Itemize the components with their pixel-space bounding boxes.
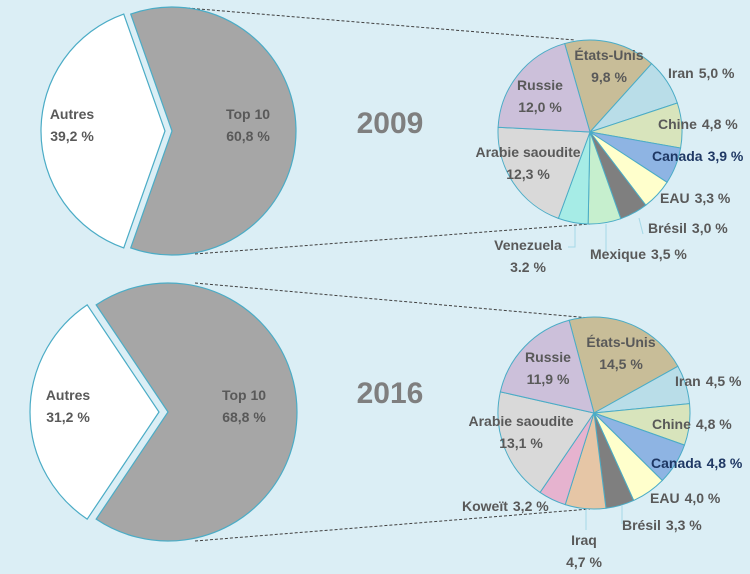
year-label: 2016 (357, 377, 424, 410)
connector-line (194, 508, 591, 542)
value-autres: 39,2 % (50, 128, 94, 144)
slice-value: 5,0 % (699, 65, 735, 81)
slice-value: 3,0 % (692, 220, 728, 236)
slice-label: Koweït (462, 498, 508, 514)
slice-label: Iran (668, 65, 694, 81)
slice-arabie-saoudite (497, 126, 591, 220)
slice-value: 14,5 % (599, 356, 643, 372)
slice-value: 12,3 % (506, 166, 550, 182)
slice-autres (29, 304, 160, 520)
slice-value: 9,8 % (591, 69, 627, 85)
year-label: 2009 (357, 107, 424, 140)
slice-label: États-Unis (574, 47, 643, 63)
slice-label: États-Unis (586, 334, 655, 350)
slice-value: 4,8 % (707, 455, 743, 471)
slice-autres (40, 13, 166, 249)
slice-russie (497, 42, 591, 133)
slice-label: EAU (650, 490, 680, 506)
slice-label: Venezuela (494, 237, 562, 253)
slice-value: 12,0 % (518, 99, 562, 115)
slice-label: Canada (652, 148, 703, 164)
leader-line (568, 226, 576, 248)
slice-label: Chine (652, 416, 691, 432)
slice-label: EAU (660, 190, 690, 206)
slice-label: Mexique (590, 246, 646, 262)
slice-top-10 (95, 282, 298, 542)
slice-value: 3,9 % (708, 148, 744, 164)
label-top-10: Top 10 (226, 106, 270, 122)
slice-value: 3,5 % (651, 246, 687, 262)
slice-value: 4,7 % (566, 554, 602, 570)
slice-label: Brésil (622, 517, 661, 533)
slice-label: Brésil (648, 220, 687, 236)
slice-label: Chine (658, 116, 697, 132)
slice-value: 13,1 % (499, 435, 543, 451)
slice-value: 4,8 % (702, 116, 738, 132)
slice-label: Arabie saoudite (468, 413, 573, 429)
slice-label: Iran (675, 373, 701, 389)
leader-line (638, 217, 644, 235)
slice-value: 3.2 % (510, 259, 546, 275)
value-top-10: 68,8 % (222, 409, 266, 425)
slice-label: Canada (651, 455, 702, 471)
slice-label: Russie (517, 77, 563, 93)
slice-value: 3,2 % (513, 498, 549, 514)
slice-value: 4,5 % (706, 373, 742, 389)
slice--tats-unis (564, 39, 653, 134)
slice-top-10 (129, 6, 297, 256)
slice-russie (499, 319, 595, 414)
slice--tats-unis (568, 316, 679, 414)
slice-label: Iraq (571, 532, 597, 548)
label-autres: Autres (46, 387, 91, 403)
value-top-10: 60,8 % (226, 128, 270, 144)
label-autres: Autres (50, 106, 95, 122)
slice-arabie-saoudite (497, 391, 595, 494)
slice-value: 4,0 % (685, 490, 721, 506)
slice-label: Arabie saoudite (475, 144, 580, 160)
label-top-10: Top 10 (222, 387, 266, 403)
slice-label: Russie (525, 349, 571, 365)
value-autres: 31,2 % (46, 409, 90, 425)
connector-line (194, 223, 591, 255)
slice-value: 3,3 % (695, 190, 731, 206)
slice-value: 11,9 % (527, 371, 570, 387)
slice-value: 3,3 % (666, 517, 702, 533)
slice-value: 4,8 % (696, 416, 732, 432)
connector-line (194, 282, 591, 319)
